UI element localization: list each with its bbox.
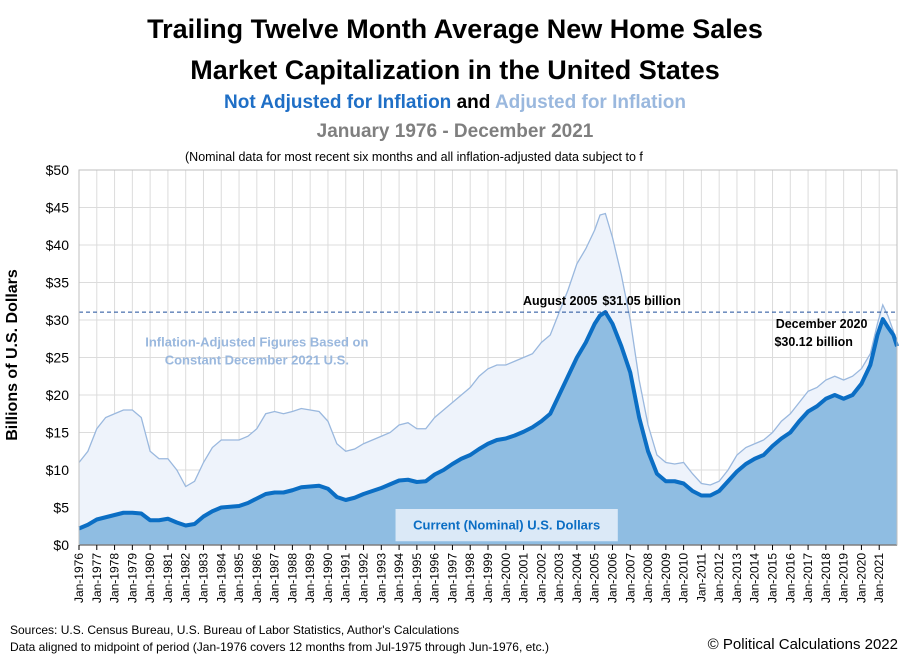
x-tick-label: Jan-2001: [517, 553, 531, 603]
subtitle-and: and: [456, 92, 491, 113]
copyright: © Political Calculations 2022: [707, 636, 898, 653]
y-tick-label: $30: [46, 312, 70, 328]
subtitle-nominal: Not Adjusted for Inflation: [224, 92, 452, 113]
adjusted-line: [78, 212, 898, 488]
x-tick-label: Jan-2004: [570, 553, 584, 603]
annotation-2020-date: December 2020: [776, 317, 868, 331]
x-tick-label: Jan-1985: [232, 553, 246, 603]
adjusted-series-label-line1: Inflation-Adjusted Figures Based on: [145, 334, 368, 349]
x-tick-label: Jan-2007: [623, 553, 637, 603]
y-tick-label: $10: [46, 462, 70, 478]
x-tick-label: Jan-2016: [783, 553, 797, 603]
x-tick-label: Jan-2013: [730, 553, 744, 603]
x-tick-label: Jan-1976: [72, 553, 86, 603]
chart-title-line1: Trailing Twelve Month Average New Home S…: [147, 14, 763, 44]
x-tick-label: Jan-2020: [854, 553, 868, 603]
x-tick-label: Jan-1996: [428, 553, 442, 603]
x-tick-label: Jan-1980: [143, 553, 157, 603]
x-tick-label: Jan-1986: [250, 553, 264, 603]
x-tick-label: Jan-1981: [161, 553, 175, 603]
x-tick-label: Jan-1991: [339, 553, 353, 603]
x-tick-label: Jan-1995: [410, 553, 424, 603]
chart-title-line2: Market Capitalization in the United Stat…: [190, 55, 720, 85]
nominal-series-label: Current (Nominal) U.S. Dollars: [413, 517, 600, 532]
x-tick-label: Jan-1978: [108, 553, 122, 603]
chart-subtitle: Not Adjusted for Inflation and Adjusted …: [0, 92, 910, 114]
x-tick-label: Jan-1982: [179, 553, 193, 603]
x-tick-label: Jan-1977: [90, 553, 104, 603]
subtitle-adjusted: Adjusted for Inflation: [494, 92, 686, 113]
x-tick-label: Jan-1993: [374, 553, 388, 603]
x-tick-label: Jan-2002: [534, 553, 548, 603]
x-tick-label: Jan-2018: [819, 553, 833, 603]
y-tick-label: $25: [46, 350, 70, 366]
x-tick-label: Jan-2006: [605, 553, 619, 603]
x-tick-label: Jan-2019: [837, 553, 851, 603]
x-tick-label: Jan-1988: [285, 553, 299, 603]
y-tick-label: $35: [46, 275, 70, 291]
x-tick-label: Jan-2015: [766, 553, 780, 603]
nominal-series-label-box: [395, 509, 618, 542]
annotation-2005-value: $31.05 billion: [602, 294, 681, 308]
sources-note: Sources: U.S. Census Bureau, U.S. Bureau…: [10, 622, 549, 656]
x-tick-label: Jan-1999: [481, 553, 495, 603]
x-tick-label: Jan-2005: [588, 553, 602, 603]
x-tick-label: Jan-2021: [872, 553, 886, 603]
sources-line: Sources: U.S. Census Bureau, U.S. Bureau…: [10, 623, 460, 637]
alignment-line: Data aligned to midpoint of period (Jan-…: [10, 640, 549, 654]
x-tick-label: Jan-1983: [196, 553, 210, 603]
x-tick-label: Jan-2000: [499, 553, 513, 603]
annotation-2020-value: $30.12 billion: [774, 335, 853, 349]
x-tick-label: Jan-2012: [712, 553, 726, 603]
x-tick-label: Jan-2017: [801, 553, 815, 603]
x-tick-label: Jan-2008: [641, 553, 655, 603]
y-tick-label: $0: [53, 537, 69, 553]
x-tick-label: Jan-1989: [303, 553, 317, 603]
x-tick-label: Jan-1998: [463, 553, 477, 603]
y-tick-label: $50: [46, 162, 70, 178]
y-tick-label: $40: [46, 237, 70, 253]
y-tick-label: $15: [46, 425, 70, 441]
x-tick-label: Jan-2014: [748, 553, 762, 603]
x-tick-label: Jan-2003: [552, 553, 566, 603]
adjusted-series-label-line2: Constant December 2021 U.S.: [165, 352, 349, 367]
x-tick-label: Jan-1997: [445, 553, 459, 603]
x-tick-label: Jan-1984: [214, 553, 228, 603]
x-tick-label: Jan-2011: [694, 553, 708, 602]
adjusted-area: [79, 213, 897, 545]
y-tick-label: $5: [53, 500, 69, 516]
y-tick-label: $45: [46, 200, 70, 216]
x-tick-label: Jan-1987: [268, 553, 282, 603]
x-tick-label: Jan-1990: [321, 553, 335, 603]
chart-note: (Nominal data for most recent six months…: [185, 150, 643, 164]
chart-period: January 1976 - December 2021: [316, 121, 594, 142]
nominal-line: [78, 310, 899, 531]
y-tick-label: $20: [46, 387, 70, 403]
x-tick-label: Jan-2010: [677, 553, 691, 603]
x-tick-label: Jan-1979: [125, 553, 139, 603]
x-tick-label: Jan-1994: [392, 553, 406, 603]
x-tick-label: Jan-1992: [357, 553, 371, 603]
x-tick-label: Jan-2009: [659, 553, 673, 603]
annotation-2005-date: August 2005: [523, 294, 597, 308]
